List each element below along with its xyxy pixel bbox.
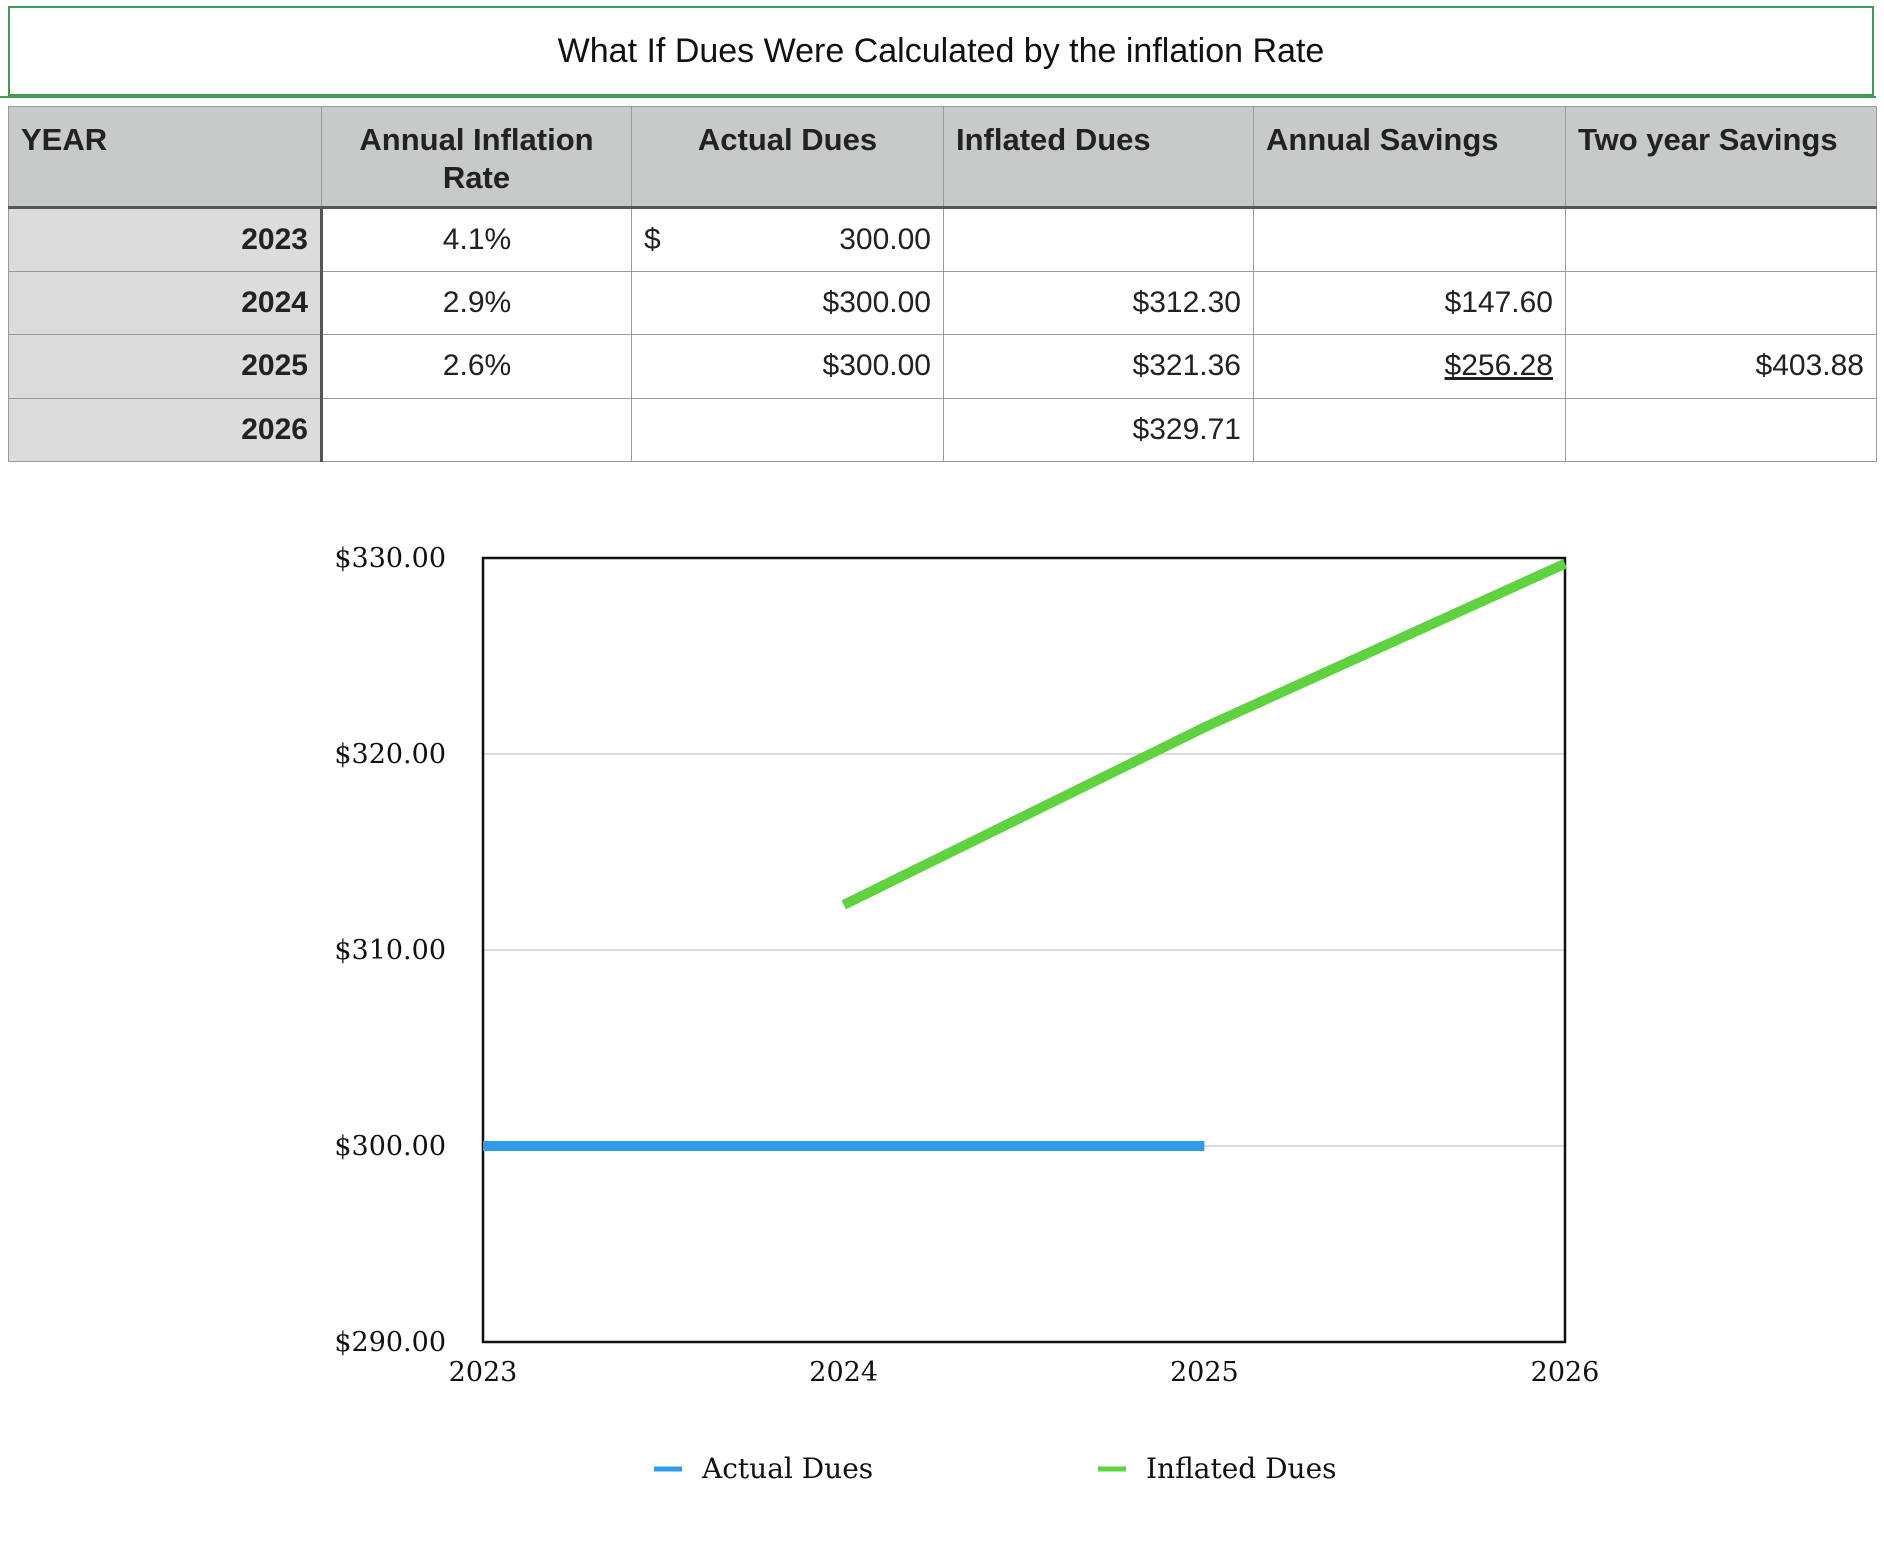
table-row: 2025 2.6% $300.00 $321.36 $256.28 $403.8…: [8, 334, 1877, 399]
sheet-title-cell[interactable]: What If Dues Were Calculated by the infl…: [8, 6, 1874, 96]
inflated-dues-cell[interactable]: $329.71: [943, 397, 1254, 462]
y-tick-label: $300.00: [334, 1131, 446, 1162]
year-cell[interactable]: 2023: [8, 207, 323, 272]
x-tick-label: 2025: [1170, 1357, 1239, 1388]
currency-symbol: $: [644, 222, 661, 256]
annual-savings-cell[interactable]: $256.28: [1253, 334, 1566, 399]
header-annual-savings[interactable]: Annual Savings: [1253, 106, 1566, 209]
two-year-savings-cell[interactable]: $403.88: [1565, 334, 1877, 399]
table-row: 2026 $329.71: [8, 397, 1877, 462]
chart-legend: Actual Dues Inflated Dues: [654, 1452, 1337, 1485]
y-tick-label: $320.00: [334, 739, 446, 770]
rate-cell[interactable]: [321, 397, 632, 462]
header-year[interactable]: YEAR: [8, 106, 322, 209]
x-tick-label: 2023: [449, 1357, 518, 1388]
header-actual-dues[interactable]: Actual Dues: [631, 106, 944, 209]
dues-table: YEAR Annual Inflation Rate Actual Dues I…: [8, 106, 1877, 462]
x-tick-label: 2024: [809, 1357, 878, 1388]
header-row: YEAR Annual Inflation Rate Actual Dues I…: [8, 106, 1877, 209]
selection-rule: [0, 96, 1876, 98]
year-cell[interactable]: 2026: [8, 397, 323, 462]
sheet-title: What If Dues Were Calculated by the infl…: [557, 31, 1325, 70]
y-tick-label: $330.00: [334, 543, 446, 574]
annual-savings-value: $256.28: [1444, 349, 1553, 383]
header-two-year-savings[interactable]: Two year Savings: [1565, 106, 1877, 209]
legend-label: Inflated Dues: [1146, 1452, 1337, 1485]
actual-dues-cell[interactable]: [631, 397, 944, 462]
two-year-savings-cell[interactable]: [1565, 397, 1877, 462]
rate-cell[interactable]: 2.6%: [321, 334, 632, 399]
actual-dues-value: 300.00: [839, 222, 931, 256]
series-lines: [483, 559, 1568, 1151]
y-tick-label: $310.00: [334, 935, 446, 966]
x-tick-label: 2026: [1531, 1357, 1600, 1388]
header-inflated-dues[interactable]: Inflated Dues: [943, 106, 1254, 209]
year-cell[interactable]: 2025: [8, 334, 323, 399]
actual-dues-cell[interactable]: $ 300.00: [631, 207, 944, 272]
x-axis-tick-labels: 2023 2024 2025 2026: [449, 1357, 1600, 1388]
actual-dues-cell[interactable]: $300.00: [631, 270, 944, 335]
legend-label: Actual Dues: [701, 1452, 873, 1485]
y-axis-tick-labels: $330.00 $320.00 $310.00 $300.00 $290.00: [334, 543, 446, 1358]
plot-frame: [481, 556, 1567, 1344]
actual-dues-cell[interactable]: $300.00: [631, 334, 944, 399]
annual-savings-cell[interactable]: $147.60: [1253, 270, 1566, 335]
inflated-dues-cell[interactable]: $321.36: [943, 334, 1254, 399]
year-cell[interactable]: 2024: [8, 270, 323, 335]
annual-savings-cell[interactable]: [1253, 397, 1566, 462]
y-tick-label: $290.00: [334, 1327, 446, 1358]
header-annual-inflation-rate[interactable]: Annual Inflation Rate: [321, 106, 632, 209]
series-line-1: [841, 559, 1568, 910]
inflated-dues-cell[interactable]: [943, 207, 1254, 272]
